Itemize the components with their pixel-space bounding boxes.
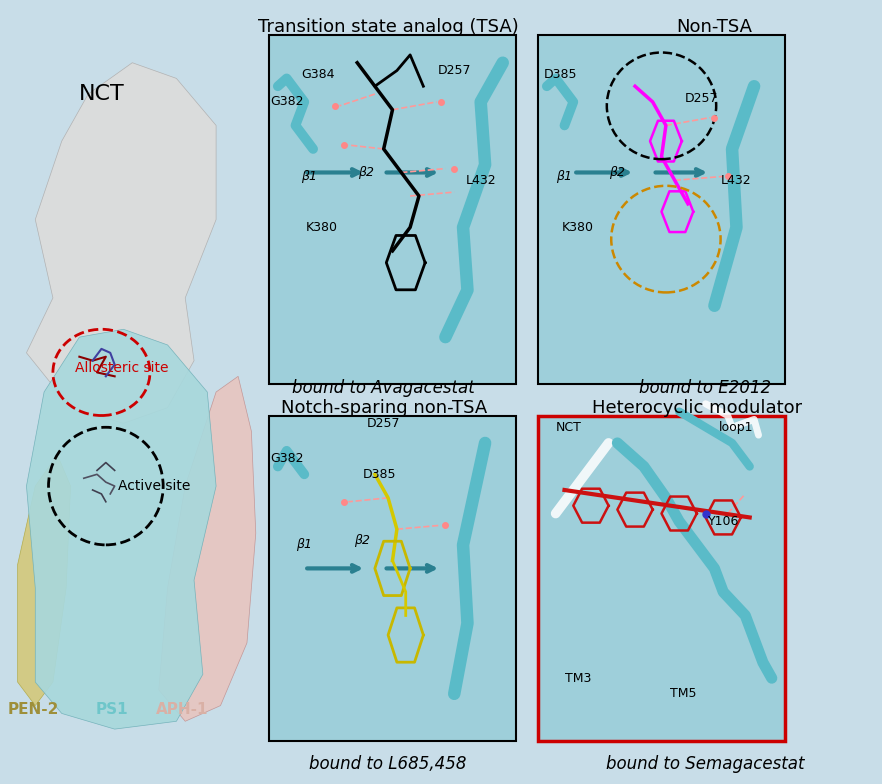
Text: β2: β2 (358, 166, 374, 179)
Text: L432: L432 (721, 174, 751, 187)
Text: K380: K380 (306, 221, 338, 234)
Text: Active site: Active site (118, 479, 191, 493)
Text: Allosteric site: Allosteric site (75, 361, 168, 376)
Text: bound to E2012: bound to E2012 (639, 379, 772, 397)
Polygon shape (26, 329, 216, 729)
Text: loop1: loop1 (719, 421, 754, 434)
Polygon shape (159, 376, 256, 721)
Text: bound to Semagacestat: bound to Semagacestat (606, 756, 805, 773)
Text: D257: D257 (367, 417, 400, 430)
Text: Transition state analog (TSA): Transition state analog (TSA) (258, 19, 519, 36)
Polygon shape (18, 455, 71, 706)
Text: bound to L685,458: bound to L685,458 (310, 756, 467, 773)
FancyBboxPatch shape (538, 416, 785, 741)
FancyBboxPatch shape (269, 35, 516, 384)
Text: Non-TSA: Non-TSA (676, 19, 752, 36)
Text: β1: β1 (301, 170, 317, 183)
Text: K380: K380 (562, 221, 594, 234)
Text: L432: L432 (466, 174, 496, 187)
Polygon shape (26, 63, 216, 423)
Text: G382: G382 (270, 452, 303, 465)
Text: G384: G384 (301, 68, 334, 81)
Text: β2: β2 (354, 535, 370, 547)
Text: PEN-2: PEN-2 (8, 702, 59, 717)
Text: TM5: TM5 (670, 688, 697, 700)
Text: TM3: TM3 (564, 672, 591, 684)
Text: Heterocyclic modulator: Heterocyclic modulator (592, 399, 802, 416)
Text: NCT: NCT (78, 84, 124, 104)
Text: β1: β1 (296, 539, 312, 551)
Text: D385: D385 (543, 68, 577, 81)
Text: β1: β1 (557, 170, 572, 183)
Text: bound to Avagacestat: bound to Avagacestat (292, 379, 475, 397)
Text: NCT: NCT (556, 421, 582, 434)
Text: D257: D257 (437, 64, 471, 77)
Text: β2: β2 (609, 166, 625, 179)
FancyBboxPatch shape (538, 35, 785, 384)
Text: Notch-sparing non-TSA: Notch-sparing non-TSA (280, 399, 487, 416)
FancyBboxPatch shape (269, 416, 516, 741)
Text: APH-1: APH-1 (156, 702, 209, 717)
Text: D257: D257 (684, 92, 718, 104)
Text: D385: D385 (363, 468, 396, 481)
Text: Y106: Y106 (707, 515, 739, 528)
Text: PS1: PS1 (96, 702, 128, 717)
Text: G382: G382 (270, 96, 303, 108)
